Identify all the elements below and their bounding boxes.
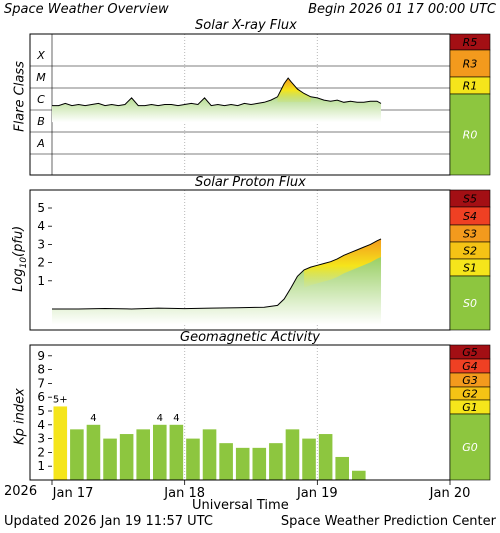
geomag-scale-label: G5 (462, 346, 478, 359)
proton-ytick: 2 (37, 256, 45, 270)
xray-class-label: C (37, 93, 45, 106)
xray-scale-label: R0 (463, 129, 478, 142)
geomag-scale-label: G4 (462, 360, 478, 373)
xray-scale-band (449, 49, 491, 78)
proton-chart: 5 4 3 2 1 S5 S4 S3 S2 S1 S0 (29, 189, 491, 331)
xray-class-label: B (37, 115, 45, 128)
kp-bar (202, 429, 217, 480)
prediction-center: Space Weather Prediction Center (280, 514, 496, 529)
proton-scale-band (449, 275, 491, 331)
proton-scale-label: S1 (463, 262, 477, 275)
proton-ytick: 5 (37, 201, 45, 215)
kp-bar (269, 443, 283, 480)
geomag-ytick: 5 (37, 404, 45, 418)
date-tick-label: Jan 17 (52, 486, 94, 501)
kp-bar (153, 424, 167, 480)
date-tick-label: Jan 20 (429, 486, 471, 501)
geomag-ytick: 1 (37, 459, 45, 473)
xray-flux-area (52, 78, 382, 123)
geomag-ytick: 6 (37, 390, 45, 404)
proton-scale-label: S3 (463, 228, 477, 241)
xray-class-label: X (36, 49, 45, 62)
proton-flux-area (52, 238, 382, 325)
kp-bar-label: 4 (90, 413, 96, 424)
geomag-chart-title: Geomagnetic Activity (180, 330, 320, 345)
geomag-scale-label: G3 (462, 374, 478, 387)
geomag-ytick: 3 (37, 432, 45, 446)
kp-bar (318, 434, 333, 480)
proton-scale-label: S5 (463, 193, 477, 206)
proton-ytick: 1 (37, 274, 45, 288)
xray-class-label: M (36, 71, 46, 84)
kp-bar (335, 456, 349, 480)
kp-bar (86, 424, 101, 480)
date-tick-label: Jan 18 (163, 486, 205, 501)
kp-bar (53, 406, 68, 480)
year-label: 2026 (4, 484, 38, 499)
kp-bar (219, 443, 233, 480)
geomag-ytick: 7 (37, 376, 45, 390)
geomag-scale-band (449, 413, 491, 481)
geomag-ytick: 8 (37, 363, 45, 377)
kp-bar-label: 4 (173, 413, 179, 424)
kp-bar (302, 438, 316, 480)
kp-bar (235, 447, 250, 480)
kp-bar (70, 429, 84, 480)
geomag-scale-label: G1 (462, 401, 478, 414)
geomag-ytick: 9 (37, 349, 45, 363)
geomag-ytick: 2 (37, 445, 45, 459)
date-tick-label: Jan 19 (296, 486, 338, 501)
proton-hot-area (304, 238, 382, 288)
kp-bar (285, 429, 300, 480)
page-title: Space Weather Overview (4, 2, 169, 17)
kp-bar (136, 429, 150, 480)
proton-ytick: 4 (37, 219, 45, 233)
xray-flux-line (52, 77, 382, 107)
xray-class-label: A (36, 137, 45, 150)
kp-bar-label: 5+ (53, 394, 68, 405)
xray-scale-label: R1 (463, 80, 478, 93)
proton-ytick: 3 (37, 237, 45, 251)
proton-scale-label: S2 (463, 245, 477, 258)
xaxis-title: Universal Time (192, 498, 289, 513)
kp-bar (119, 434, 134, 480)
xray-scale-label: R3 (463, 58, 478, 71)
kp-bar (169, 424, 184, 480)
kp-bar-label: 4 (157, 413, 163, 424)
geomag-ytick: 4 (37, 418, 45, 432)
proton-chart-title: Solar Proton Flux (195, 175, 306, 190)
proton-flux-line (52, 238, 382, 310)
geomag-scale-label: G2 (462, 388, 478, 401)
xray-scale-band (449, 93, 491, 176)
geomag-scale-label: G0 (462, 441, 478, 454)
proton-scale-label: S4 (463, 210, 477, 223)
kp-bar (252, 447, 267, 480)
kp-bar (103, 438, 117, 480)
xray-flare-area (277, 78, 311, 103)
proton-scale-label: S0 (463, 297, 477, 310)
xray-chart-title: Solar X-ray Flux (195, 18, 297, 33)
date-axis: Jan 17 Jan 18 Jan 19 Jan 20 (51, 480, 471, 501)
xray-scale-label: R5 (463, 36, 478, 49)
updated-time: Updated 2026 Jan 19 11:57 UTC (4, 514, 213, 529)
kp-bar (352, 470, 366, 480)
begin-time: Begin 2026 01 17 00:00 UTC (308, 2, 496, 17)
kp-bar (186, 438, 200, 480)
